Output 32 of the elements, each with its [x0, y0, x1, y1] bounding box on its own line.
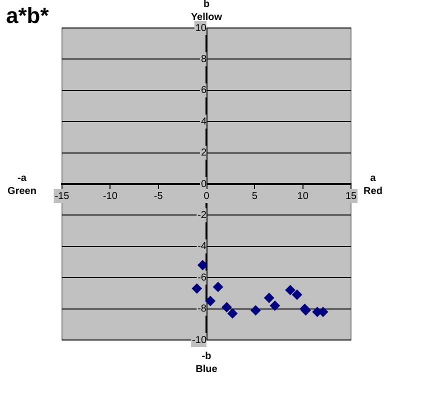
text: -a Green: [8, 172, 36, 197]
y-tick-label: 4: [200, 116, 207, 128]
x-tick-label: 10: [297, 190, 309, 202]
y-tick-label: 10: [195, 22, 207, 34]
x-tick-label: 5: [252, 190, 258, 202]
text: a Red: [364, 172, 382, 197]
y-tick-label: -2: [198, 210, 207, 221]
point: [292, 290, 302, 300]
text: -b Blue: [196, 350, 218, 375]
point: [285, 285, 296, 296]
point: [205, 296, 216, 306]
x-tick-label: -15: [54, 190, 70, 202]
chart-title: a*b*: [6, 3, 50, 28]
y-tick-label: 0: [200, 178, 207, 190]
y-tick-label: -10: [192, 334, 207, 346]
y-tick-label: -4: [198, 241, 207, 252]
point: [222, 302, 232, 312]
point: [264, 292, 274, 303]
y-tick-label: -6: [198, 272, 207, 284]
point: [198, 260, 208, 270]
point: [270, 300, 280, 311]
point: [228, 308, 238, 318]
y-tick-label: 2: [200, 148, 207, 159]
y-tick-label: -8: [198, 304, 207, 315]
x-tick-label: -5: [154, 190, 164, 202]
y-tick-label: 8: [200, 54, 207, 65]
x-tick-label: 15: [345, 190, 357, 202]
point: [192, 284, 202, 294]
x-tick-label: -10: [102, 190, 118, 202]
point: [213, 282, 224, 292]
y-tick-label: 6: [200, 85, 207, 96]
point: [250, 305, 261, 316]
